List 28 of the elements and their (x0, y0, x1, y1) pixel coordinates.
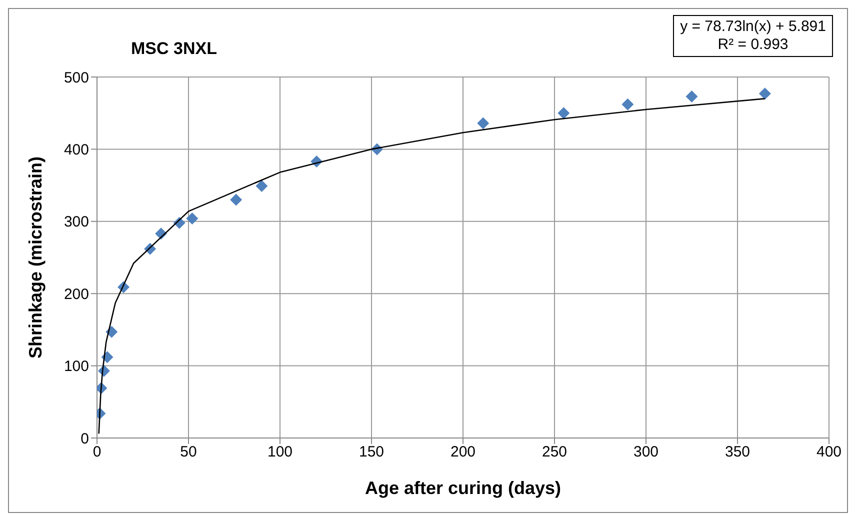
y-tick-label: 200 (64, 286, 89, 303)
y-axis-title: Shrinkage (microstrain) (25, 156, 46, 359)
y-tick-label: 100 (64, 358, 89, 376)
x-tick-label: 300 (633, 444, 659, 461)
point (622, 98, 634, 110)
x-tick-label: 50 (180, 444, 197, 461)
point (256, 180, 268, 192)
chart-title: MSC 3NXL (131, 39, 217, 59)
x-tick-label: 250 (542, 444, 568, 461)
point (758, 88, 771, 100)
y-tick-label: 300 (64, 214, 89, 231)
y-tick-label: 400 (64, 142, 89, 159)
point (477, 117, 490, 130)
point (186, 212, 198, 225)
text: R² = 0.993 (716, 36, 790, 54)
x-tick-label: 350 (724, 444, 750, 461)
point (686, 90, 698, 102)
y-tick-label: 0 (80, 430, 89, 448)
text: y = 78.73ln(x) + 5.891 (680, 18, 826, 36)
x-tick-label: 0 (92, 444, 102, 461)
x-axis-title: Age after curing (days) (364, 478, 562, 498)
point (558, 107, 570, 120)
point (230, 194, 242, 206)
x-tick-label: 100 (267, 444, 293, 461)
x-tick-label: 400 (816, 444, 842, 461)
y-tick-label: 500 (64, 69, 89, 86)
x-tick-label: 150 (358, 444, 384, 461)
x-tick-label: 200 (450, 444, 476, 461)
